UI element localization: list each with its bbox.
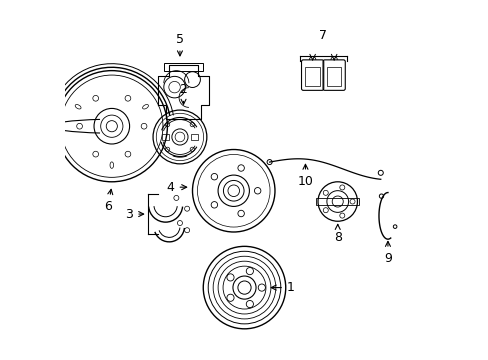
Bar	[163, 63, 203, 71]
Bar	[326, 67, 341, 86]
Text: 9: 9	[383, 242, 391, 265]
Text: 4: 4	[166, 181, 186, 194]
Text: 3: 3	[125, 208, 143, 221]
Text: 10: 10	[297, 164, 313, 188]
Text: 2: 2	[179, 83, 187, 104]
Text: 1: 1	[271, 281, 294, 294]
Text: 8: 8	[333, 224, 341, 244]
Bar	[191, 134, 198, 140]
Bar	[161, 134, 168, 140]
Text: 5: 5	[176, 32, 183, 56]
Bar	[305, 67, 319, 86]
Text: 7: 7	[319, 29, 327, 42]
Text: 6: 6	[104, 189, 113, 213]
Bar	[315, 198, 359, 205]
